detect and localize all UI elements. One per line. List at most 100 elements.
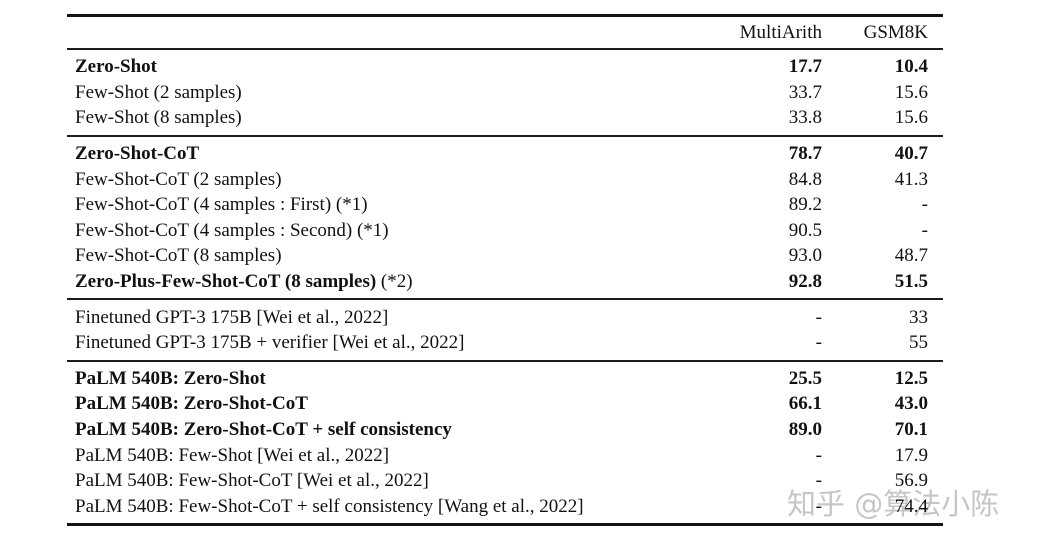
gsm8k-value: 12.5: [894, 367, 928, 389]
method-label: Zero-Shot: [67, 57, 712, 76]
method-label-text: Few-Shot-CoT (8 samples): [75, 246, 282, 266]
method-label: Zero-Shot-CoT: [67, 144, 712, 163]
column-header-multiarith: MultiArith: [739, 22, 822, 43]
gsm8k-value: -: [921, 219, 928, 241]
table-row: Zero-Shot-CoT 78.7 40.7: [67, 141, 943, 167]
gsm8k-value: 15.6: [894, 81, 928, 103]
multiarith-value: -: [815, 444, 822, 466]
table-row: PaLM 540B: Few-Shot-CoT [Wei et al., 202…: [67, 468, 943, 494]
multiarith-value: -: [815, 495, 822, 517]
table-row: Few-Shot-CoT (2 samples) 84.8 41.3: [67, 166, 943, 192]
gsm8k-value: 10.4: [894, 56, 928, 78]
multiarith-value: 90.5: [788, 219, 822, 241]
table-row: Few-Shot (2 samples) 33.7 15.6: [67, 80, 943, 106]
results-table: MultiArith GSM8K Zero-Shot 17.7 10.4 Few…: [67, 14, 943, 527]
method-label-text: Zero-Shot-CoT: [75, 144, 200, 164]
gsm8k-value: 41.3: [894, 168, 928, 190]
method-label-text: Few-Shot (8 samples): [75, 108, 242, 128]
gsm8k-value: 33: [909, 306, 928, 328]
gsm8k-value: 55: [909, 332, 928, 354]
multiarith-value: 84.8: [788, 168, 822, 190]
table-row: PaLM 540B: Zero-Shot-CoT 66.1 43.0: [67, 391, 943, 417]
method-label-text: Zero-Shot: [75, 57, 157, 77]
table-rule: [67, 359, 943, 362]
table-row: Zero-Plus-Few-Shot-CoT (8 samples) (*2) …: [67, 269, 943, 295]
gsm8k-value: 40.7: [894, 143, 928, 165]
method-label: Few-Shot (2 samples): [67, 83, 712, 102]
method-label-text: PaLM 540B: Few-Shot [Wei et al., 2022]: [75, 445, 390, 465]
multiarith-value: 25.5: [788, 367, 822, 389]
gsm8k-value: -: [921, 194, 928, 216]
column-header-gsm8k: GSM8K: [863, 22, 928, 43]
gsm8k-value: 15.6: [894, 107, 928, 129]
method-label: Finetuned GPT-3 175B + verifier [Wei et …: [67, 333, 712, 352]
table-row: Few-Shot-CoT (8 samples) 93.0 48.7: [67, 243, 943, 269]
multiarith-value: 66.1: [788, 393, 822, 415]
method-label-text: Finetuned GPT-3 175B [Wei et al., 2022]: [75, 307, 389, 327]
gsm8k-value: 17.9: [894, 444, 928, 466]
method-label-text: Few-Shot-CoT (2 samples): [75, 169, 282, 189]
method-label: Few-Shot-CoT (8 samples): [67, 246, 712, 265]
gsm8k-value: 43.0: [894, 393, 928, 415]
method-label: Few-Shot-CoT (2 samples): [67, 170, 712, 189]
method-label-text: PaLM 540B: Zero-Shot-CoT + self consiste…: [75, 420, 452, 440]
method-label: Zero-Plus-Few-Shot-CoT (8 samples) (*2): [67, 272, 712, 291]
table-row: Few-Shot (8 samples) 33.8 15.6: [67, 105, 943, 131]
method-label: Few-Shot (8 samples): [67, 108, 712, 127]
multiarith-value: 33.7: [788, 81, 822, 103]
table-row: Few-Shot-CoT (4 samples : Second) (*1) 9…: [67, 218, 943, 244]
table-bottom-rule: [67, 523, 943, 527]
table-row: PaLM 540B: Zero-Shot-CoT + self consiste…: [67, 417, 943, 443]
method-label-text: PaLM 540B: Few-Shot-CoT + self consisten…: [75, 496, 584, 516]
table-section-palm: PaLM 540B: Zero-Shot 25.5 12.5 PaLM 540B…: [67, 362, 943, 524]
multiarith-value: 89.0: [788, 419, 822, 441]
multiarith-value: 92.8: [788, 271, 822, 293]
table-row: Zero-Shot 17.7 10.4: [67, 54, 943, 80]
table-row: Few-Shot-CoT (4 samples : First) (*1) 89…: [67, 192, 943, 218]
multiarith-value: -: [815, 332, 822, 354]
method-label-text: PaLM 540B: Zero-Shot: [75, 368, 266, 388]
table-row: PaLM 540B: Few-Shot-CoT + self consisten…: [67, 494, 943, 520]
method-label: PaLM 540B: Zero-Shot-CoT: [67, 394, 712, 413]
method-label-suffix: (*2): [376, 272, 413, 292]
method-label-text: PaLM 540B: Zero-Shot-CoT: [75, 394, 308, 414]
table-rule: [67, 134, 943, 137]
gsm8k-value: 70.1: [894, 419, 928, 441]
method-label: Few-Shot-CoT (4 samples : First) (*1): [67, 195, 712, 214]
multiarith-value: 17.7: [788, 56, 822, 78]
method-label: Finetuned GPT-3 175B [Wei et al., 2022]: [67, 308, 712, 327]
method-label: Few-Shot-CoT (4 samples : Second) (*1): [67, 221, 712, 240]
table-row: Finetuned GPT-3 175B + verifier [Wei et …: [67, 330, 943, 356]
gsm8k-value: 74.4: [894, 495, 928, 517]
gsm8k-value: 56.9: [894, 470, 928, 492]
table-section-cot: Zero-Shot-CoT 78.7 40.7 Few-Shot-CoT (2 …: [67, 137, 943, 299]
method-label: PaLM 540B: Zero-Shot-CoT + self consiste…: [67, 420, 712, 439]
table-rule: [67, 48, 943, 50]
method-label-text: Zero-Plus-Few-Shot-CoT (8 samples): [75, 272, 377, 292]
method-label: PaLM 540B: Few-Shot-CoT + self consisten…: [67, 497, 712, 516]
table-section-finetuned: Finetuned GPT-3 175B [Wei et al., 2022] …: [67, 300, 943, 359]
method-label-text: PaLM 540B: Few-Shot-CoT [Wei et al., 202…: [75, 471, 429, 491]
table-header-row: MultiArith GSM8K: [67, 17, 943, 48]
method-label: PaLM 540B: Zero-Shot: [67, 369, 712, 388]
method-label-text: Finetuned GPT-3 175B + verifier [Wei et …: [75, 333, 465, 353]
table-section-baselines: Zero-Shot 17.7 10.4 Few-Shot (2 samples)…: [67, 50, 943, 135]
gsm8k-value: 48.7: [894, 245, 928, 267]
method-label: PaLM 540B: Few-Shot [Wei et al., 2022]: [67, 446, 712, 465]
zhihu-watermark: 知乎 @算法小陈: [787, 487, 1000, 521]
multiarith-value: -: [815, 306, 822, 328]
table-top-rule: [67, 14, 943, 17]
method-label-text: Few-Shot-CoT (4 samples : First) (*1): [75, 195, 368, 215]
method-label-text: Few-Shot (2 samples): [75, 82, 242, 102]
gsm8k-value: 51.5: [894, 271, 928, 293]
table-row: Finetuned GPT-3 175B [Wei et al., 2022] …: [67, 304, 943, 330]
method-label-text: Few-Shot-CoT (4 samples : Second) (*1): [75, 220, 389, 240]
table-row: PaLM 540B: Zero-Shot 25.5 12.5: [67, 366, 943, 392]
multiarith-value: -: [815, 470, 822, 492]
multiarith-value: 89.2: [788, 194, 822, 216]
method-label: PaLM 540B: Few-Shot-CoT [Wei et al., 202…: [67, 471, 712, 490]
multiarith-value: 93.0: [788, 245, 822, 267]
table-row: PaLM 540B: Few-Shot [Wei et al., 2022] -…: [67, 442, 943, 468]
multiarith-value: 33.8: [788, 107, 822, 129]
